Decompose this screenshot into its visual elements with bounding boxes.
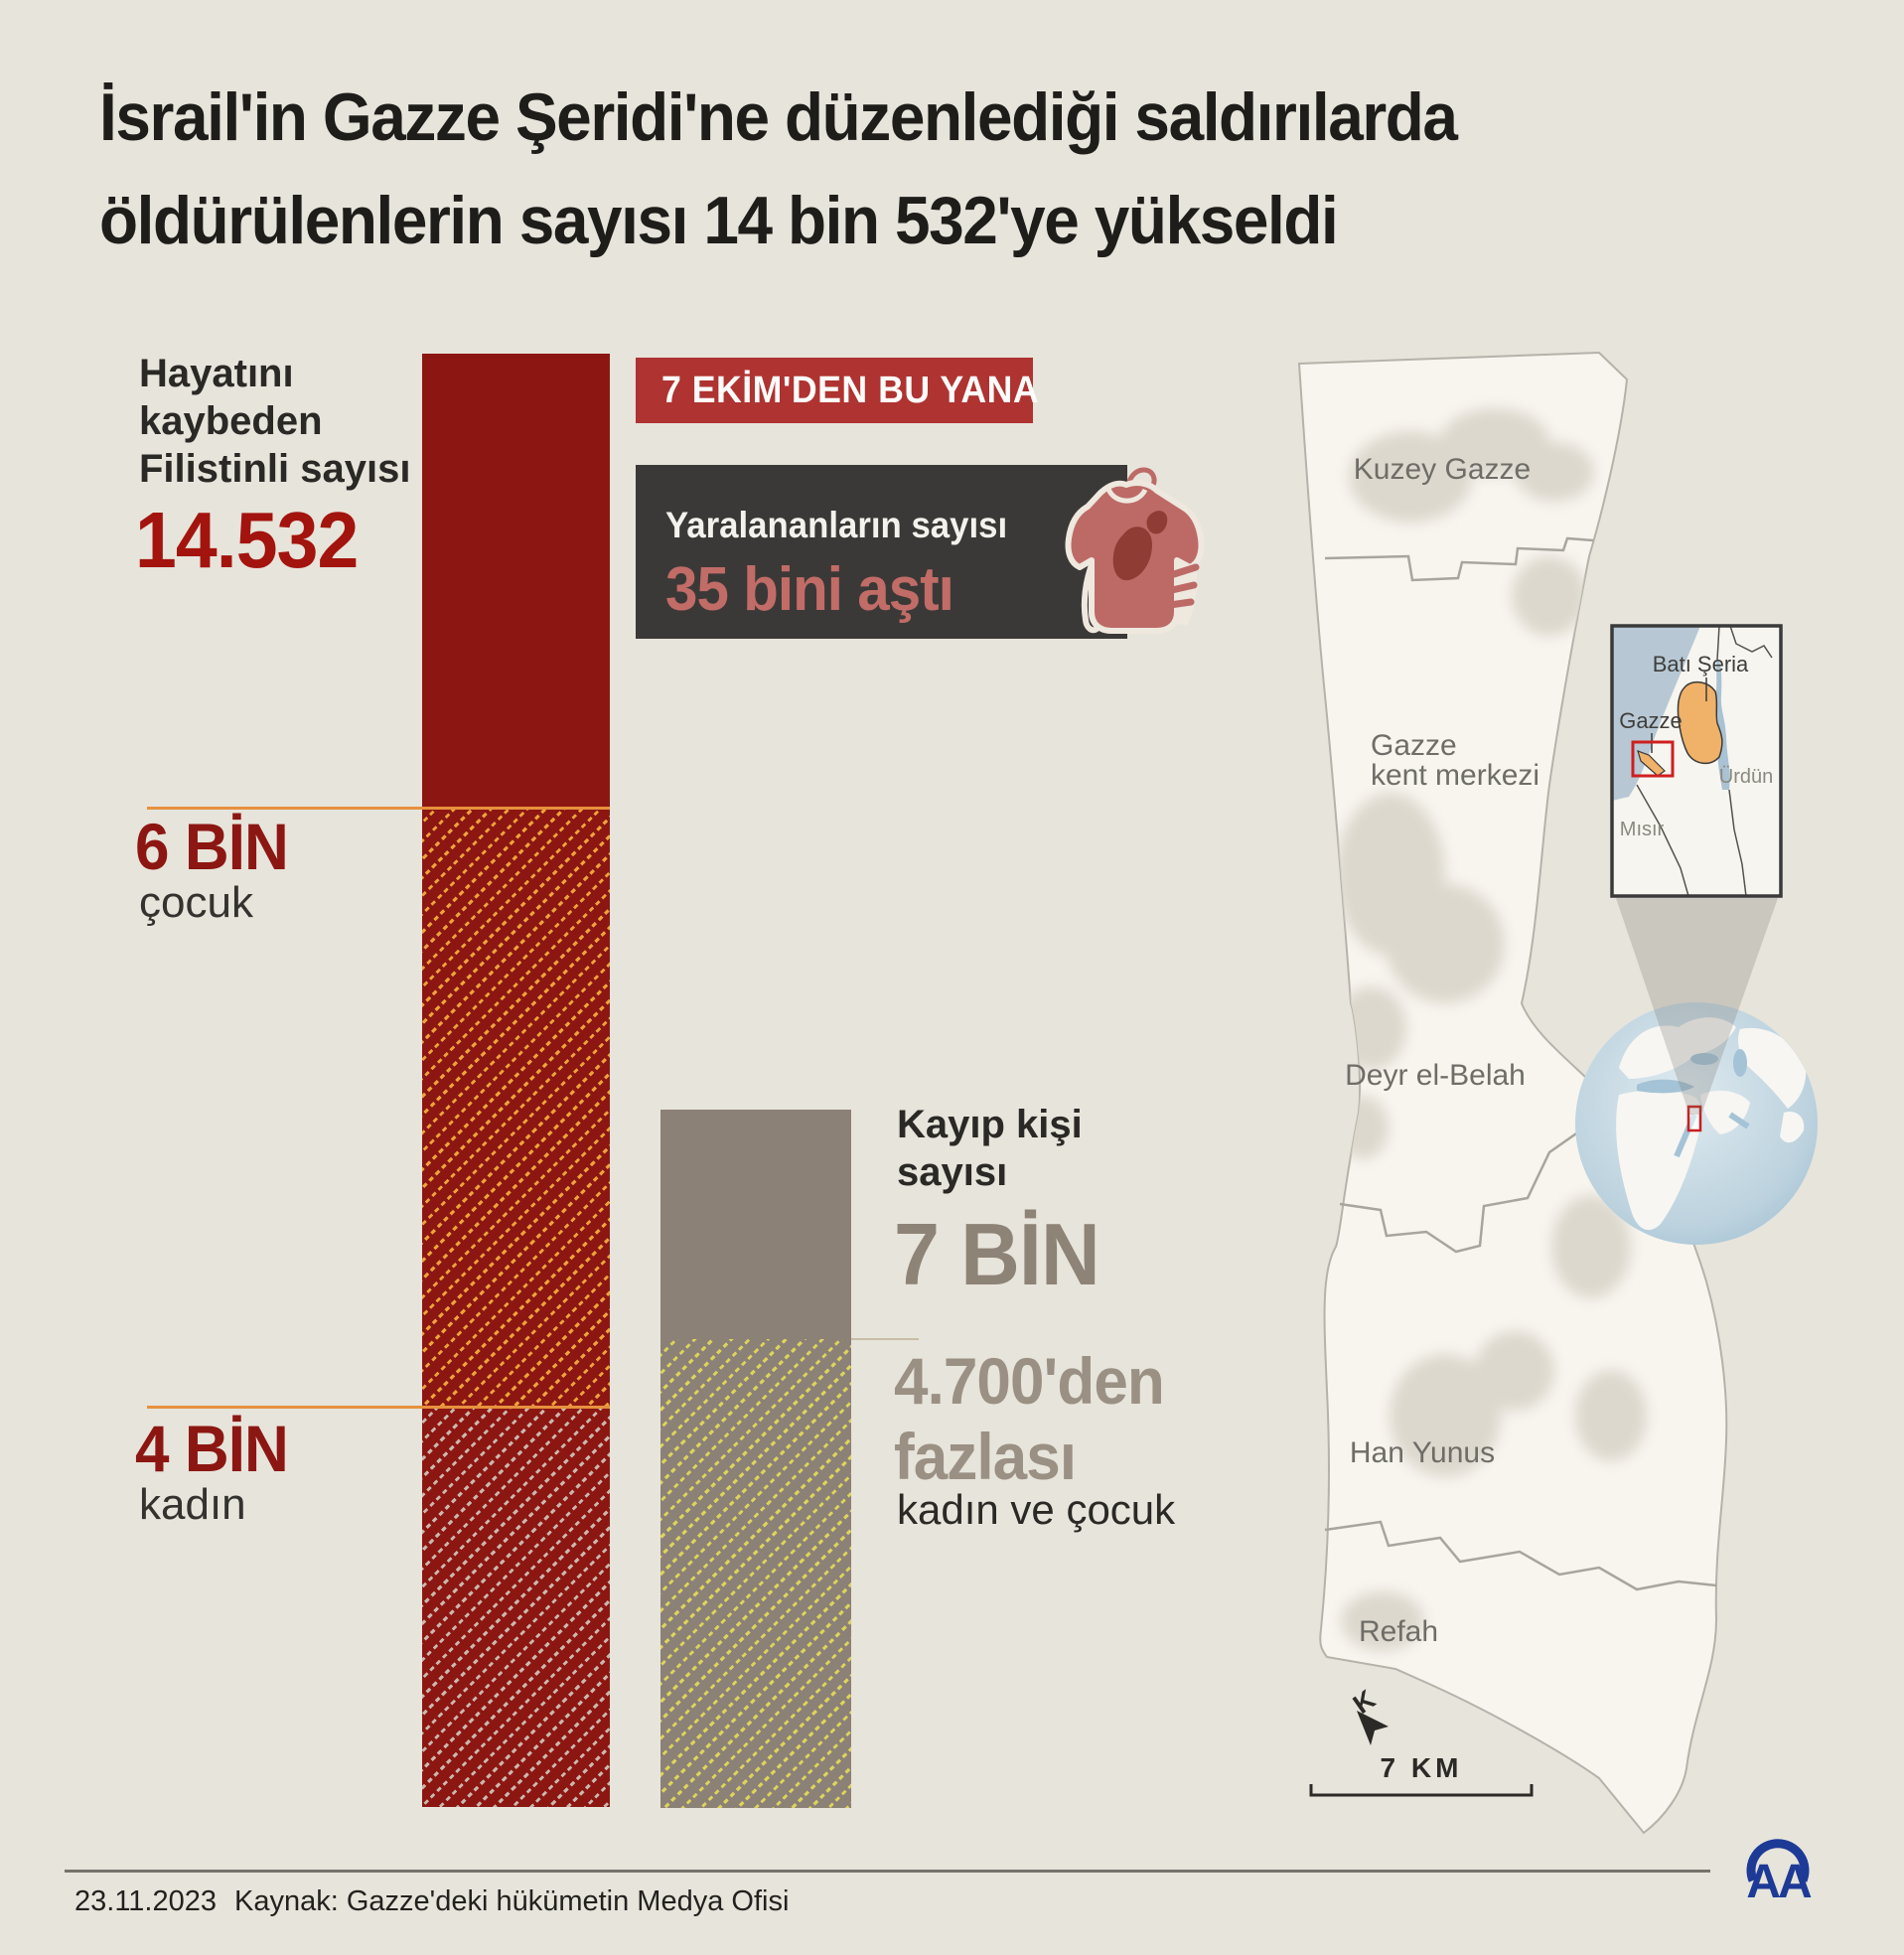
footer-source: Kaynak: Gazze'deki hükümetin Medya Ofisi xyxy=(234,1885,790,1917)
footer-date: 23.11.2023 xyxy=(74,1885,217,1917)
missing-total-value: 7 BİN xyxy=(894,1205,1100,1303)
missing-women-children-value: 4.700'den fazlası xyxy=(894,1344,1165,1493)
killed-label-line3: Filistinli sayısı xyxy=(139,447,411,491)
killed-label: Hayatını kaybeden Filistinli sayısı xyxy=(139,350,410,493)
map-label-khan-yunis: Han Yunus xyxy=(1350,1436,1495,1469)
missing-segment-women-children xyxy=(660,1338,851,1808)
inset-zoom-cone xyxy=(1616,898,1778,1115)
svg-text:AA: AA xyxy=(1746,1856,1812,1907)
inset-borders xyxy=(1636,626,1773,896)
killed-label-line1: Hayatını xyxy=(139,352,294,395)
killed-stacked-bar xyxy=(422,354,610,1807)
governorate-boundaries xyxy=(1324,536,1717,1591)
title-line-2: öldürülenlerin sayısı 14 bin 532'ye yüks… xyxy=(99,183,1339,258)
killed-total-value: 14.532 xyxy=(135,496,359,584)
gaza-map: Kuzey Gazze Gazze kent merkezi Deyr el-B… xyxy=(1297,351,1818,1835)
map-label-gaza-city-1: Gazze xyxy=(1371,729,1457,762)
children-value: 6 BİN xyxy=(135,810,289,883)
injured-label: Yaralananların sayısı xyxy=(665,505,1008,545)
women-separator-line xyxy=(147,1406,610,1409)
children-separator-line xyxy=(147,807,610,810)
missing-stacked-bar xyxy=(660,1110,851,1808)
footer-divider xyxy=(65,1870,1710,1873)
globe-gaza-marker xyxy=(1686,1105,1702,1132)
killed-segment-other xyxy=(422,354,610,808)
women-value: 4 BİN xyxy=(135,1412,289,1485)
page-title: İsrail'in Gazze Şeridi'ne düzenlediği sa… xyxy=(99,66,1543,272)
scale-bar: 7 KM xyxy=(1309,1752,1534,1797)
anadolu-agency-logo: AA xyxy=(1746,1839,1815,1907)
injured-value: 35 bini aştı xyxy=(665,555,954,624)
inset-gaza-highlight-box xyxy=(1631,740,1675,778)
killed-segment-children xyxy=(422,807,610,1408)
missing-separator-line xyxy=(851,1338,919,1340)
inset-label-jordan: Ürdün xyxy=(1719,766,1773,788)
globe-landmass xyxy=(1616,1017,1807,1231)
inset-gaza-shape xyxy=(1637,750,1666,777)
footer: 23.11.2023 Kaynak: Gazze'deki hükümetin M… xyxy=(74,1885,806,1918)
scale-bar-label: 7 KM xyxy=(1381,1752,1463,1783)
since-october-badge: 7 EKİM'DEN BU YANA xyxy=(636,358,1039,423)
inset-label-gaza: Gazze xyxy=(1619,708,1683,733)
inset-map: Batı Şeria Gazze Ürdün Mısır xyxy=(1610,624,1783,898)
map-label-north-gaza: Kuzey Gazze xyxy=(1354,453,1531,486)
north-arrow-icon: K xyxy=(1348,1684,1389,1745)
map-label-gaza-city-2: kent merkezi xyxy=(1371,759,1539,792)
killed-label-line2: kaybeden xyxy=(139,399,323,443)
svg-text:K: K xyxy=(1348,1684,1382,1720)
inset-label-egypt: Mısır xyxy=(1620,819,1665,840)
gaza-strip-shape xyxy=(1297,351,1728,1835)
globe-locator xyxy=(1575,1002,1818,1245)
inset-west-bank-shape xyxy=(1677,680,1723,765)
injured-box: Yaralananların sayısı 35 bini aştı xyxy=(636,465,1127,639)
missing-women-children-label: kadın ve çocuk xyxy=(897,1486,1176,1533)
women-label: kadın xyxy=(139,1480,246,1529)
inset-label-west-bank: Batı Şeria xyxy=(1653,652,1749,677)
missing-segment-other xyxy=(660,1110,851,1339)
missing-label: Kayıp kişi sayısı xyxy=(897,1103,1083,1194)
title-line-1: İsrail'in Gazze Şeridi'ne düzenlediği sa… xyxy=(99,79,1458,155)
children-label: çocuk xyxy=(139,878,253,927)
map-label-deir-el-balah: Deyr el-Belah xyxy=(1345,1059,1526,1092)
killed-segment-women xyxy=(422,1407,610,1807)
injured-tshirt-icon xyxy=(1065,467,1205,634)
inset-border xyxy=(1610,624,1783,898)
map-label-rafah: Refah xyxy=(1359,1615,1438,1648)
